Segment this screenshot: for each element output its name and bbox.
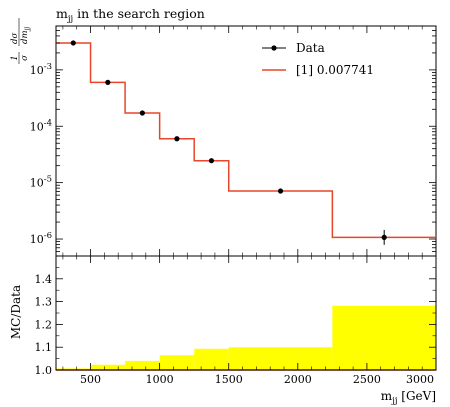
x-tick-label: 2000 [284, 373, 312, 386]
data-point [381, 234, 387, 240]
x-tick-label: 2500 [353, 373, 381, 386]
x-tick-label: 1000 [146, 373, 174, 386]
ratio-uncertainty-band [90, 364, 126, 370]
plot-title: mjj in the search region [56, 6, 205, 24]
data-point [70, 40, 76, 46]
ratio-uncertainty-band [332, 305, 436, 370]
x-tick-label: 500 [80, 373, 101, 386]
svg-text:dmjj: dmjj [20, 27, 31, 44]
y-tick-label: 10-3 [30, 62, 52, 77]
ratio-y-tick-label: 1.0 [35, 364, 53, 377]
data-point [208, 158, 215, 164]
y-tick-label: 10-5 [30, 175, 52, 190]
ratio-uncertainty-band [194, 348, 229, 370]
ratio-panel: 1.0 1.1 1.2 1.3 1.4 500 1000 1500 2000 2500 3000 [35, 255, 437, 386]
y-tick-label: 10-6 [30, 231, 52, 246]
data-point [174, 136, 180, 142]
svg-text:σ: σ [20, 55, 30, 61]
svg-text:dσ: dσ [10, 33, 20, 44]
main-panel: 10-6 10-5 10-4 10-3 Data [1] 0.007741 [30, 25, 437, 257]
prediction-step-line [56, 42, 436, 239]
ratio-y-tick-label: 1.2 [35, 318, 53, 331]
ratio-y-tick-label: 1.3 [35, 296, 53, 309]
ratio-uncertainty-band [228, 347, 333, 370]
ratio-y-axis-label: MC/Data [9, 285, 23, 339]
data-point [277, 188, 284, 194]
main-plot-frame [55, 25, 437, 257]
data-point [139, 110, 145, 116]
legend-data-marker [271, 45, 277, 51]
ratio-y-tick-label: 1.1 [35, 341, 53, 354]
data-point [105, 79, 111, 85]
ratio-y-tick-label: 1.4 [35, 273, 53, 286]
main-y-axis-label: 1 σ dσ dmjj [10, 18, 31, 64]
ratio-uncertainty-band [125, 360, 160, 370]
x-tick-label: 1500 [215, 373, 243, 386]
ratio-uncertainty-band [56, 368, 91, 370]
legend-label-prediction: [1] 0.007741 [296, 63, 374, 77]
y-tick-label: 10-4 [30, 118, 52, 133]
x-tick-label: 3000 [406, 373, 434, 386]
ratio-uncertainty-band [159, 355, 195, 370]
legend-label-data: Data [296, 41, 325, 55]
svg-text:1: 1 [10, 55, 20, 60]
x-axis-label: mjj [GeV] [381, 389, 436, 406]
